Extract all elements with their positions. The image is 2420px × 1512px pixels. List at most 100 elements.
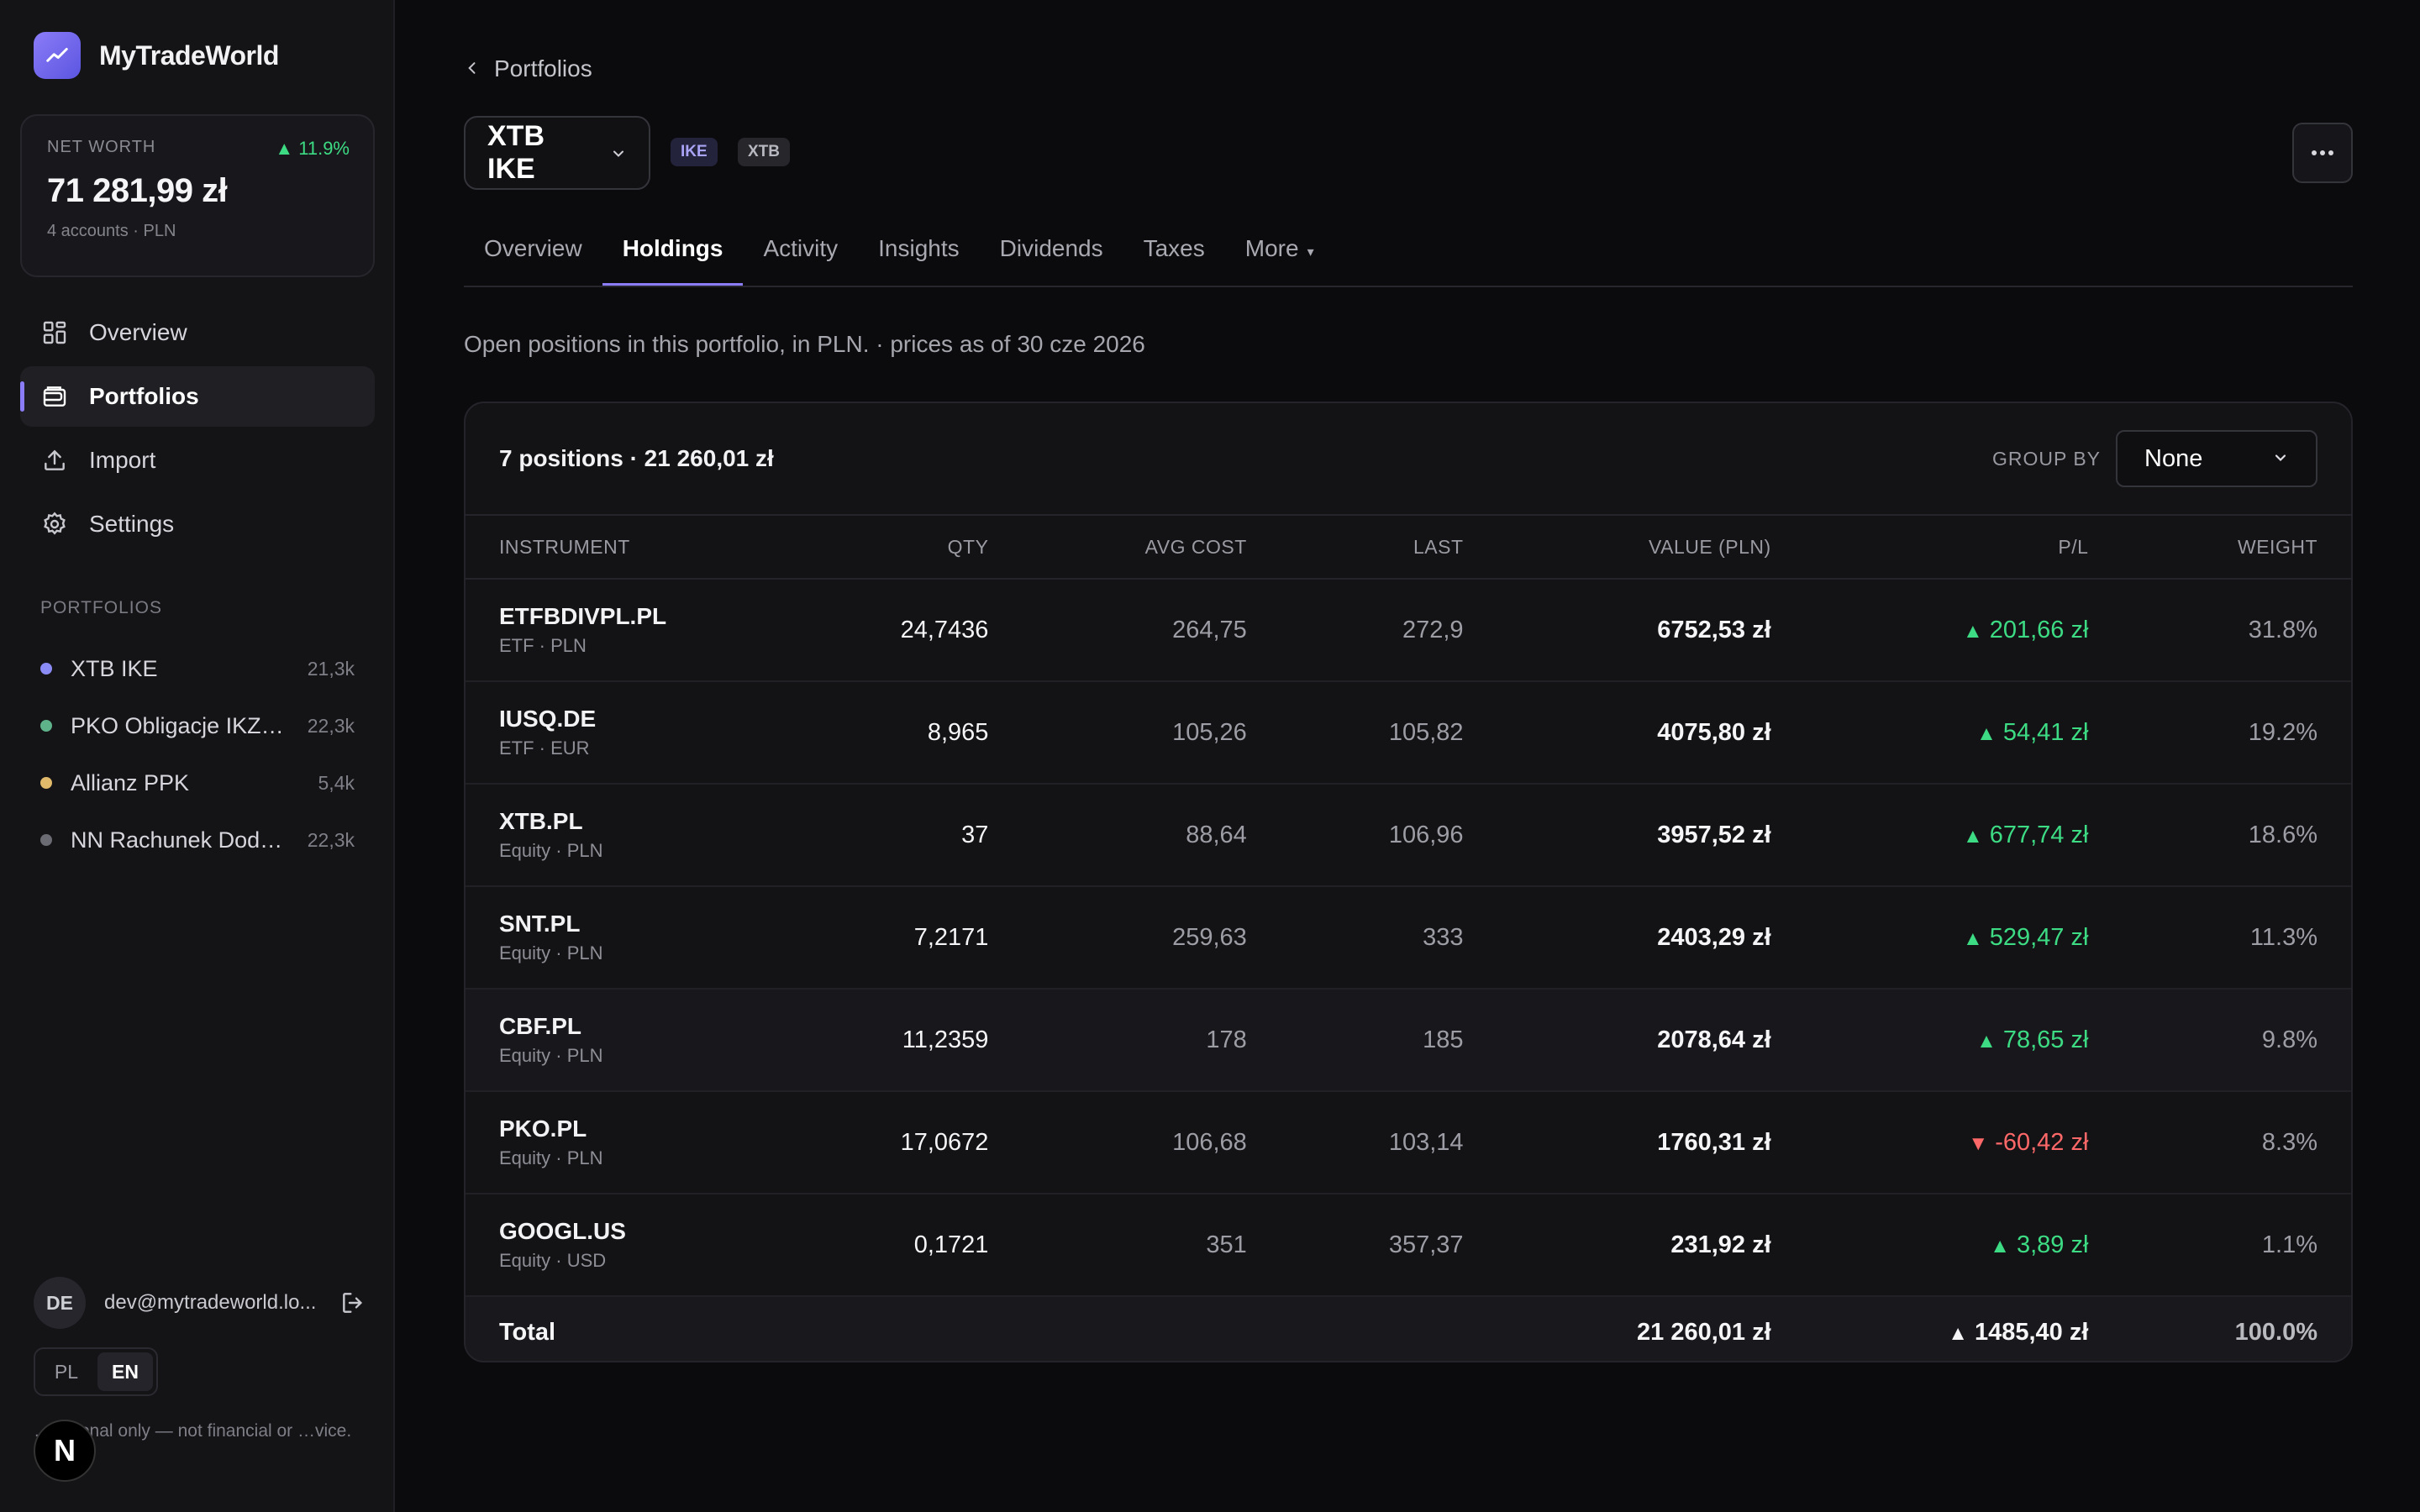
pl-cell: ▲ 677,74 zł <box>1804 784 2123 887</box>
total-qty-empty <box>785 1296 1023 1361</box>
tag-xtb: XTB <box>738 138 790 166</box>
qty-cell: 8,965 <box>785 681 1023 785</box>
column-header-qty[interactable]: QTY <box>785 516 1023 580</box>
portfolio-tabs: Overview Holdings Activity Insights Divi… <box>464 227 2353 287</box>
weight-cell: 18.6% <box>2122 784 2351 887</box>
value-cell: 4075,80 zł <box>1497 681 1805 785</box>
pl-value: 529,47 zł <box>1989 923 2089 951</box>
triangle-up-icon: ▲ <box>1948 1321 1968 1345</box>
upload-icon <box>40 446 69 475</box>
table-row[interactable]: IUSQ.DE ETF · EUR 8,965 105,26 105,82 4075,80… <box>466 681 2351 785</box>
disclaimer: …national only — not financial or …vice. <box>34 1421 352 1441</box>
nav-label-import: Import <box>89 447 156 473</box>
tab-more-label: More <box>1244 235 1299 261</box>
pl-cell: ▲ 3,89 zł <box>1804 1194 2123 1297</box>
tab-overview[interactable]: Overview <box>484 235 582 261</box>
tab-dividends[interactable]: Dividends <box>999 235 1103 261</box>
total-avg-empty <box>1022 1296 1281 1361</box>
pl-value: 54,41 zł <box>2002 718 2089 746</box>
last-price-cell: 185 <box>1280 989 1497 1092</box>
logout-icon[interactable] <box>336 1286 370 1320</box>
more-options-button[interactable] <box>2292 123 2353 183</box>
weight-cell: 1.1% <box>2122 1194 2351 1297</box>
user-row: DE dev@mytradeworld.lo... <box>34 1277 370 1329</box>
value-cell: 1760,31 zł <box>1497 1091 1805 1194</box>
portfolio-item-nn-rachunek[interactable]: NN Rachunek Dod… 22,3k <box>40 811 355 869</box>
portfolio-color-dot <box>40 720 52 732</box>
table-row[interactable]: XTB.PL Equity · PLN 37 88,64 106,96 3957,52 z… <box>466 784 2351 887</box>
portfolio-name: PKO Obligacje IKZ… <box>71 712 284 738</box>
portfolio-color-dot <box>40 663 52 675</box>
pl-value: 201,66 zł <box>1989 616 2089 643</box>
avatar[interactable]: DE <box>34 1277 86 1329</box>
table-row[interactable]: ETFBDIVPL.PL ETF · PLN 24,7436 264,75 272,9 6… <box>466 579 2351 682</box>
nav-item-portfolios[interactable]: Portfolios <box>20 366 375 427</box>
last-price-cell: 333 <box>1280 886 1497 990</box>
table-row[interactable]: PKO.PL Equity · PLN 17,0672 106,68 103,14 176… <box>466 1091 2351 1194</box>
column-header-pl[interactable]: P/L <box>1804 516 2123 580</box>
instrument-symbol: PKO.PL <box>499 1116 587 1142</box>
main-content: Portfolios XTB IKE IKE XTB Overview Hold… <box>397 0 2420 1512</box>
total-weight: 100.0% <box>2122 1296 2351 1361</box>
instrument-cell: SNT.PL Equity · PLN <box>466 886 785 990</box>
group-by-label: GROUP BY <box>1992 447 2101 470</box>
breadcrumb[interactable]: Portfolios <box>464 55 592 82</box>
triangle-down-icon: ▼ <box>1968 1131 1989 1155</box>
tab-activity[interactable]: Activity <box>763 235 839 261</box>
brand[interactable]: MyTradeWorld <box>34 32 279 79</box>
instrument-symbol: XTB.PL <box>499 808 583 834</box>
table-row[interactable]: GOOGL.US Equity · USD 0,1721 351 357,37 231,9… <box>466 1194 2351 1297</box>
column-header-instrument[interactable]: INSTRUMENT <box>466 516 785 580</box>
column-header-avg-cost[interactable]: AVG COST <box>1022 516 1281 580</box>
tab-more[interactable]: More ▾ <box>1225 227 1334 284</box>
pl-cell: ▲ 78,65 zł <box>1804 989 2123 1092</box>
nav-label-portfolios: Portfolios <box>89 383 199 409</box>
pl-value: 78,65 zł <box>2002 1026 2089 1053</box>
instrument-cell: CBF.PL Equity · PLN <box>466 989 785 1092</box>
qty-cell: 11,2359 <box>785 989 1023 1092</box>
instrument-symbol: GOOGL.US <box>499 1218 626 1244</box>
column-header-value[interactable]: VALUE (PLN) <box>1497 516 1805 580</box>
nav-label-overview: Overview <box>89 319 187 345</box>
user-email: dev@mytradeworld.lo... <box>104 1291 317 1314</box>
nav-item-overview[interactable]: Overview <box>20 302 375 363</box>
qty-cell: 7,2171 <box>785 886 1023 990</box>
total-value: 21 260,01 zł <box>1497 1296 1805 1361</box>
weight-cell: 31.8% <box>2122 579 2351 682</box>
net-worth-subtitle: 4 accounts · PLN <box>47 222 176 240</box>
lang-en-button[interactable]: EN <box>97 1352 153 1391</box>
portfolios-section-label: PORTFOLIOS <box>40 598 162 617</box>
value-cell: 2078,64 zł <box>1497 989 1805 1092</box>
triangle-up-icon: ▲ <box>1976 1029 1996 1053</box>
instrument-type: Equity · PLN <box>499 942 603 963</box>
nav-item-import[interactable]: Import <box>20 430 375 491</box>
last-price-cell: 272,9 <box>1280 579 1497 682</box>
portfolio-item-pko-obligacje[interactable]: PKO Obligacje IKZ… 22,3k <box>40 697 355 754</box>
dev-badge[interactable]: N <box>34 1420 96 1482</box>
portfolio-item-xtb-ike[interactable]: XTB IKE 21,3k <box>40 640 355 697</box>
column-header-last[interactable]: LAST <box>1280 516 1497 580</box>
lang-pl-button[interactable]: PL <box>54 1360 79 1383</box>
last-price-cell: 103,14 <box>1280 1091 1497 1194</box>
table-row[interactable]: CBF.PL Equity · PLN 11,2359 178 185 2078,64 z… <box>466 989 2351 1092</box>
instrument-cell: XTB.PL Equity · PLN <box>466 784 785 887</box>
caret-down-icon: ▾ <box>1307 245 1314 260</box>
group-by-value: None <box>2144 444 2203 472</box>
nav-item-settings[interactable]: Settings <box>20 494 375 554</box>
total-last-empty <box>1280 1296 1497 1361</box>
tab-insights[interactable]: Insights <box>878 235 960 261</box>
chevron-left-icon <box>464 55 481 82</box>
instrument-type: Equity · USD <box>499 1250 607 1271</box>
portfolio-name: XTB IKE <box>71 655 158 681</box>
instrument-symbol: ETFBDIVPL.PL <box>499 603 667 629</box>
tab-taxes[interactable]: Taxes <box>1143 235 1205 261</box>
trend-logo-icon <box>34 32 81 79</box>
tab-holdings[interactable]: Holdings <box>602 227 744 286</box>
table-row[interactable]: SNT.PL Equity · PLN 7,2171 259,63 333 2403,29… <box>466 886 2351 990</box>
portfolio-item-allianz-ppk[interactable]: Allianz PPK 5,4k <box>40 754 355 811</box>
weight-cell: 19.2% <box>2122 681 2351 785</box>
portfolio-selector[interactable]: XTB IKE <box>464 116 650 190</box>
column-header-weight[interactable]: WEIGHT <box>2122 516 2351 580</box>
portfolio-selector-label: XTB IKE <box>487 120 544 185</box>
group-by-select[interactable]: None <box>2116 430 2317 487</box>
